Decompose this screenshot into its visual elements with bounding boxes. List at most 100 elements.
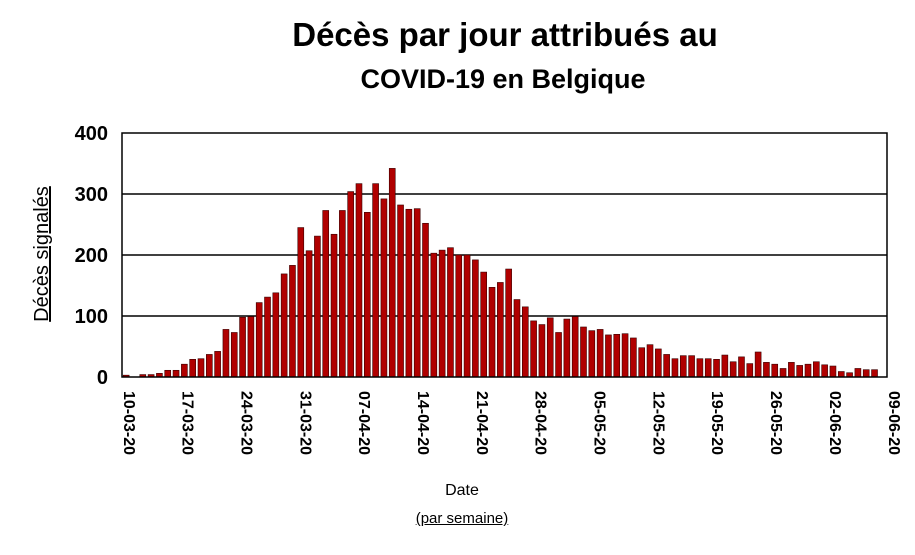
x-tick-label: 17-03-20 — [179, 391, 196, 455]
bar — [314, 235, 321, 378]
bar — [280, 273, 288, 378]
x-axis-note: (par semaine) — [415, 510, 509, 527]
chart-title: Décès par jour attribués au — [292, 16, 718, 53]
bar — [688, 355, 695, 378]
bar — [804, 363, 812, 378]
bar — [289, 265, 296, 378]
bar — [655, 348, 662, 378]
bar — [588, 330, 596, 378]
y-tick-label: 100 — [75, 306, 108, 328]
bar — [713, 359, 720, 378]
bar — [630, 337, 637, 378]
bar — [596, 329, 604, 378]
x-tick-label: 19-05-20 — [708, 391, 725, 455]
bar — [388, 168, 396, 378]
bar — [247, 316, 255, 378]
bar — [189, 359, 196, 378]
bar — [364, 212, 371, 378]
bar — [546, 317, 554, 378]
bar — [530, 320, 537, 378]
bar — [372, 183, 379, 378]
bar — [771, 363, 779, 378]
bar — [447, 247, 454, 378]
bar — [837, 371, 845, 378]
bar — [355, 183, 363, 378]
bar — [538, 324, 546, 378]
y-tick-labels: 0 100 200 300 400 — [75, 123, 108, 389]
bar — [339, 210, 346, 378]
bar — [206, 354, 213, 378]
bar — [422, 222, 429, 378]
bar — [230, 332, 238, 378]
x-tick-label: 14-04-20 — [414, 391, 431, 455]
bar — [796, 365, 803, 378]
y-tick-label: 300 — [75, 184, 108, 206]
bar — [704, 358, 712, 378]
bar — [214, 351, 221, 378]
bar — [854, 368, 862, 378]
bar — [871, 369, 878, 378]
x-tick-label: 05-05-20 — [591, 391, 608, 455]
x-tick-label: 24-03-20 — [237, 391, 254, 455]
bar — [571, 316, 579, 378]
x-tick-label: 10-03-20 — [120, 391, 137, 455]
bar — [521, 306, 529, 378]
bar — [239, 316, 246, 378]
bar — [729, 361, 737, 378]
bar — [779, 368, 787, 378]
bar — [821, 364, 828, 378]
bar — [430, 252, 438, 378]
bar — [297, 227, 305, 378]
bar — [172, 369, 180, 378]
bar — [638, 347, 645, 378]
gridlines — [122, 193, 887, 317]
bar — [438, 249, 446, 378]
bar — [613, 333, 621, 378]
bar — [413, 208, 421, 378]
x-tick-label: 31-03-20 — [296, 391, 313, 455]
x-tick-label: 07-04-20 — [355, 391, 372, 455]
bars — [122, 168, 878, 378]
y-axis-label: Décès signalés — [31, 186, 53, 322]
x-tick-label: 26-05-20 — [767, 391, 784, 455]
bar — [621, 333, 629, 378]
y-tick-label: 0 — [97, 367, 108, 389]
bar — [497, 282, 504, 378]
x-tick-label: 12-05-20 — [649, 391, 666, 455]
bar — [380, 198, 388, 378]
bar — [788, 362, 795, 378]
y-tick-label: 400 — [75, 123, 108, 145]
bar — [746, 363, 754, 378]
bar — [555, 332, 562, 378]
x-tick-label: 02-06-20 — [826, 391, 843, 455]
y-tick-label: 200 — [75, 245, 108, 267]
bar — [679, 355, 687, 378]
bar — [754, 351, 762, 378]
bar — [472, 259, 479, 378]
bar — [671, 358, 679, 378]
bar — [222, 329, 230, 378]
bar — [463, 254, 471, 378]
bar — [721, 354, 729, 378]
bar — [505, 268, 512, 378]
bar — [405, 208, 413, 378]
bar — [605, 334, 612, 378]
bar — [164, 369, 172, 378]
bar — [397, 204, 404, 378]
x-tick-label: 09-06-20 — [885, 391, 902, 455]
bar — [181, 363, 188, 378]
bar — [829, 365, 837, 378]
bar — [513, 299, 521, 378]
bar — [347, 191, 354, 378]
plot-frame — [121, 132, 888, 378]
x-tick-labels: 10-03-20 17-03-20 24-03-20 31-03-20 07-04-20… — [120, 391, 902, 455]
bar — [563, 318, 571, 378]
bar — [264, 296, 271, 378]
bar — [455, 254, 463, 378]
x-axis-label: Date — [445, 482, 479, 499]
bar — [305, 250, 313, 378]
bar — [330, 233, 338, 378]
bar — [488, 287, 496, 378]
bar — [480, 271, 488, 378]
